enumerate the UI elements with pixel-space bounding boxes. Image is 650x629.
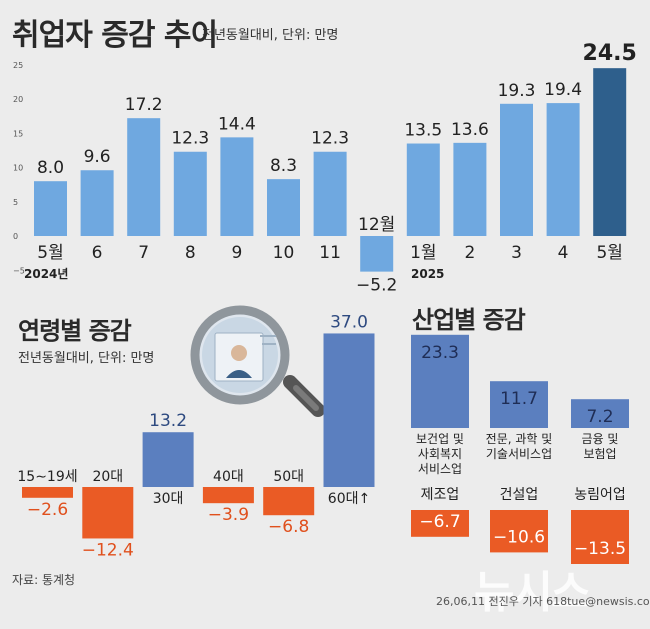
data-label: 23.3 [421,343,459,363]
category-label: 5월 [37,243,63,263]
category-label: 50대 [273,469,304,485]
category-label: 5월 [596,243,622,263]
bar [500,103,533,236]
y-tick-label: −5 [13,266,25,275]
bar [127,118,161,236]
category-label: 금융 및 보험업 [582,432,619,461]
newsis-watermark: 뉴시스 [474,567,591,618]
category-label: 12월 [358,215,395,235]
category-label: 전문, 과학 및 기술서비스업 [486,432,553,461]
bar [22,487,73,498]
category-label: 9 [231,243,242,263]
bar [323,333,375,487]
category-label: 8 [185,243,196,263]
bar [406,143,440,236]
y-tick-label: 10 [13,164,23,173]
source-note: 자료: 통계청 [12,573,76,587]
category-label: 보건업 및 사회복지 서비스업 [416,432,464,476]
year-label: 2024년 [24,267,68,281]
category-label: 3 [511,243,522,263]
bar [82,487,134,539]
data-label: 19.3 [498,81,536,101]
data-label: −10.6 [493,527,545,547]
category-label: 7 [138,243,149,263]
data-label: −13.5 [574,539,626,559]
category-label: 건설업 [500,487,539,503]
data-label: 37.0 [330,312,368,332]
data-label: −12.4 [82,540,134,560]
data-label: 13.2 [149,411,187,431]
bar [313,151,347,236]
bar [411,510,469,537]
bar [571,510,629,564]
y-tick-label: 0 [13,232,18,241]
y-tick-label: 25 [13,61,23,70]
data-label: 14.4 [218,114,256,134]
category-label: 2 [464,243,475,263]
data-label: 13.6 [451,120,489,140]
category-label: 60대↑ [328,491,370,507]
bar [490,510,548,553]
y-tick-label: 15 [13,129,23,138]
data-label: 19.4 [544,80,582,100]
data-label: 8.0 [37,158,64,178]
year-label: 2025 [411,267,444,281]
main-title: 취업자 증감 추이 [12,18,218,53]
age-title: 연령별 증감 [18,317,132,345]
category-label: 제조업 [421,487,460,503]
data-label: 12.3 [171,129,209,149]
y-tick-label: 20 [13,95,23,104]
industry-title: 산업별 증감 [412,306,526,334]
category-label: 30대 [153,491,184,507]
data-label: −6.7 [419,512,460,532]
bar [411,334,469,428]
data-label: 8.3 [270,156,297,176]
main-subtitle: 전년동월대비, 단위: 만명 [202,28,339,43]
bar [173,151,207,236]
data-label: 11.7 [500,389,538,409]
bar [80,170,114,236]
bar [142,432,194,487]
y-tick-label: 5 [13,198,18,207]
category-label: 20대 [92,469,123,485]
category-label: 4 [558,243,569,263]
bar [202,487,254,504]
category-label: 10 [273,243,295,263]
bar [453,142,487,236]
bar [267,179,300,236]
data-label: −6.8 [268,517,309,537]
bar [220,137,254,236]
data-label: 17.2 [125,95,163,115]
bar [593,68,627,236]
bar [490,381,548,428]
bar [360,236,394,272]
category-label: 11 [319,243,341,263]
data-label: 9.6 [84,147,111,167]
age-subtitle: 전년동월대비, 단위: 만명 [18,351,155,366]
credit-line: 26,06,11 전진우 기자 618tue@newsis.com [436,595,650,608]
data-label: 7.2 [586,407,613,427]
bar [546,103,580,236]
bar [263,487,315,516]
bar [571,399,629,428]
bar [34,181,67,236]
category-label: 6 [92,243,103,263]
data-label: 12.3 [311,129,349,149]
data-label: 24.5 [583,41,637,66]
data-label: 13.5 [404,121,442,141]
category-label: 40대 [213,469,244,485]
data-label: −5.2 [356,276,397,296]
data-label: −3.9 [208,505,249,525]
category-label: 농림어업 [574,487,626,503]
data-label: −2.6 [27,500,68,520]
category-label: 1월 [410,243,436,263]
category-label: 15∼19세 [17,469,77,485]
